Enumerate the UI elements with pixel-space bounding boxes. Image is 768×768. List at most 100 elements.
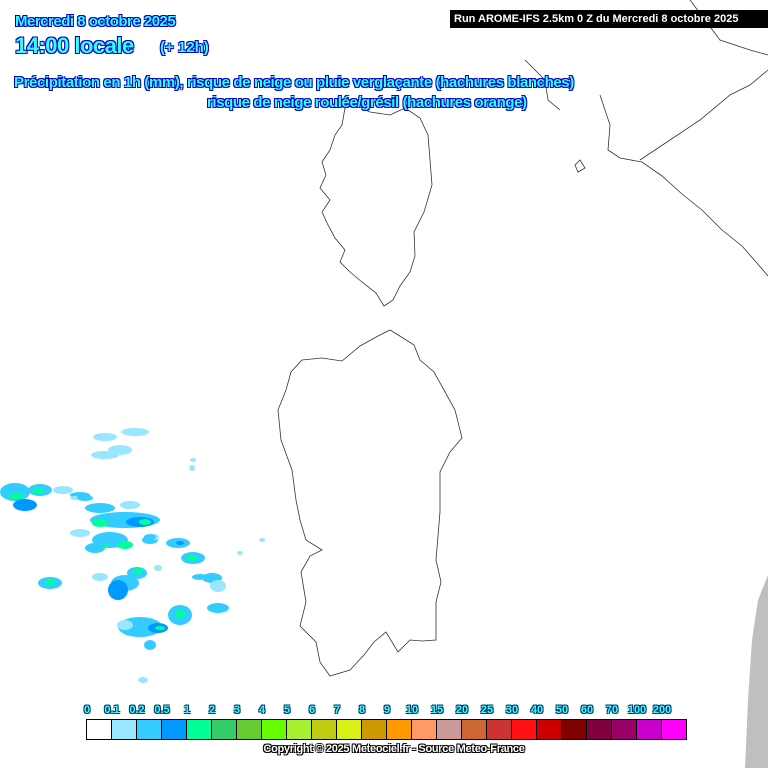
- forecast-lead-time: (+ 12h): [160, 39, 209, 56]
- legend-swatch: [287, 720, 312, 739]
- legend-swatch: [137, 720, 162, 739]
- precipitation-cell: [108, 580, 128, 600]
- precipitation-cell: [108, 445, 132, 455]
- precipitation-cell: [210, 580, 226, 592]
- legend-label: 25: [480, 704, 494, 716]
- legend-label: 10: [405, 704, 419, 716]
- precipitation-cell: [144, 534, 156, 540]
- precipitation-cell: [207, 603, 229, 613]
- forecast-date: Mercredi 8 octobre 2025: [15, 13, 176, 30]
- precipitation-cell: [117, 541, 133, 549]
- sardinia-coastline: [277, 329, 463, 677]
- precipitation-cell: [144, 640, 156, 650]
- legend-label: 30: [505, 704, 519, 716]
- legend-labels: 0 0.1 0.2 0.5 1 2 3 4 5 6 7 8 9 10 15 20 25 30 40 50 60 70 100…: [83, 704, 686, 718]
- forecast-time: 14:00 locale: [15, 33, 134, 58]
- legend-label: 3: [233, 704, 241, 716]
- legend-label: 60: [580, 704, 594, 716]
- legend-label: 7: [333, 704, 341, 716]
- precipitation-cell: [121, 428, 149, 436]
- legend-swatch: [512, 720, 537, 739]
- legend-swatch: [262, 720, 287, 739]
- precipitation-cell: [259, 538, 265, 542]
- legend-label: 20: [455, 704, 469, 716]
- precipitation-cell: [92, 573, 108, 581]
- precipitation-cell: [93, 433, 117, 441]
- legend-swatch: [387, 720, 412, 739]
- precipitation-cell: [190, 458, 196, 462]
- precipitation-cell: [70, 529, 90, 537]
- land-mask: [745, 575, 768, 768]
- precipitation-cell: [53, 486, 73, 494]
- legend-swatch: [362, 720, 387, 739]
- precipitation-cell: [45, 579, 55, 585]
- model-run-label: Run AROME-IFS 2.5km 0 Z du Mercredi 8 oc…: [450, 10, 768, 28]
- legend-swatch: [187, 720, 212, 739]
- legend-label: 0.5: [154, 704, 170, 716]
- precipitation-cell: [176, 541, 184, 545]
- precipitation-cell: [8, 493, 24, 499]
- legend-label: 70: [605, 704, 619, 716]
- legend-label: 15: [430, 704, 444, 716]
- legend-label: 0: [83, 704, 91, 716]
- elba-region-coastline: [524, 59, 561, 111]
- precipitation-cell: [154, 565, 162, 571]
- color-legend: [86, 719, 687, 740]
- legend-swatch: [337, 720, 362, 739]
- legend-swatch: [412, 720, 437, 739]
- map-description-line1: Précipitation en 1h (mm), risque de neig…: [14, 74, 574, 91]
- legend-label: 2: [208, 704, 216, 716]
- precipitation-cell: [139, 519, 151, 525]
- legend-label: 50: [555, 704, 569, 716]
- precipitation-cell: [237, 551, 243, 555]
- mainland-border: [639, 69, 768, 161]
- precipitation-cell: [175, 610, 185, 618]
- corsica-coastline: [319, 104, 433, 307]
- legend-label: 0.1: [104, 704, 120, 716]
- legend-swatch: [562, 720, 587, 739]
- precipitation-cell: [187, 555, 197, 561]
- copyright: Copyright © 2025 Meteociel.fr - Source M…: [263, 743, 525, 755]
- precipitation-cell: [120, 501, 140, 509]
- precipitation-cell: [133, 568, 143, 574]
- precipitation-cell: [77, 495, 93, 501]
- legend-label: 40: [530, 704, 544, 716]
- precipitation-cell: [13, 499, 37, 511]
- precipitation-cell: [189, 465, 195, 471]
- precipitation-cell: [117, 620, 133, 630]
- precipitation-cell: [85, 503, 115, 513]
- legend-swatch: [312, 720, 337, 739]
- legend-swatch: [237, 720, 262, 739]
- legend-swatch: [87, 720, 112, 739]
- legend-label: 1: [183, 704, 191, 716]
- precipitation-cell: [85, 543, 105, 553]
- legend-label: 0.2: [129, 704, 145, 716]
- legend-swatch: [112, 720, 137, 739]
- legend-label: 9: [383, 704, 391, 716]
- precipitation-cell: [92, 519, 108, 527]
- legend-swatch: [537, 720, 562, 739]
- legend-swatch: [637, 720, 662, 739]
- legend-label: 200: [652, 704, 672, 716]
- legend-swatch: [162, 720, 187, 739]
- legend-label: 8: [358, 704, 366, 716]
- precipitation-cell: [138, 677, 148, 683]
- island-outline: [574, 159, 586, 173]
- legend-label: 100: [627, 704, 647, 716]
- legend-label: 5: [283, 704, 291, 716]
- legend-swatch: [487, 720, 512, 739]
- legend-label: 6: [308, 704, 316, 716]
- legend-swatch: [612, 720, 637, 739]
- legend-swatch: [437, 720, 462, 739]
- legend-swatch: [212, 720, 237, 739]
- legend-label: 4: [258, 704, 266, 716]
- legend-swatch: [662, 720, 686, 739]
- italy-coastline: [599, 94, 768, 277]
- legend-swatch: [587, 720, 612, 739]
- precipitation-cell: [32, 488, 44, 494]
- precipitation-cell: [155, 626, 165, 630]
- map-description-line2: risque de neige roulée/grésil (hachures …: [207, 94, 527, 111]
- legend-swatch: [462, 720, 487, 739]
